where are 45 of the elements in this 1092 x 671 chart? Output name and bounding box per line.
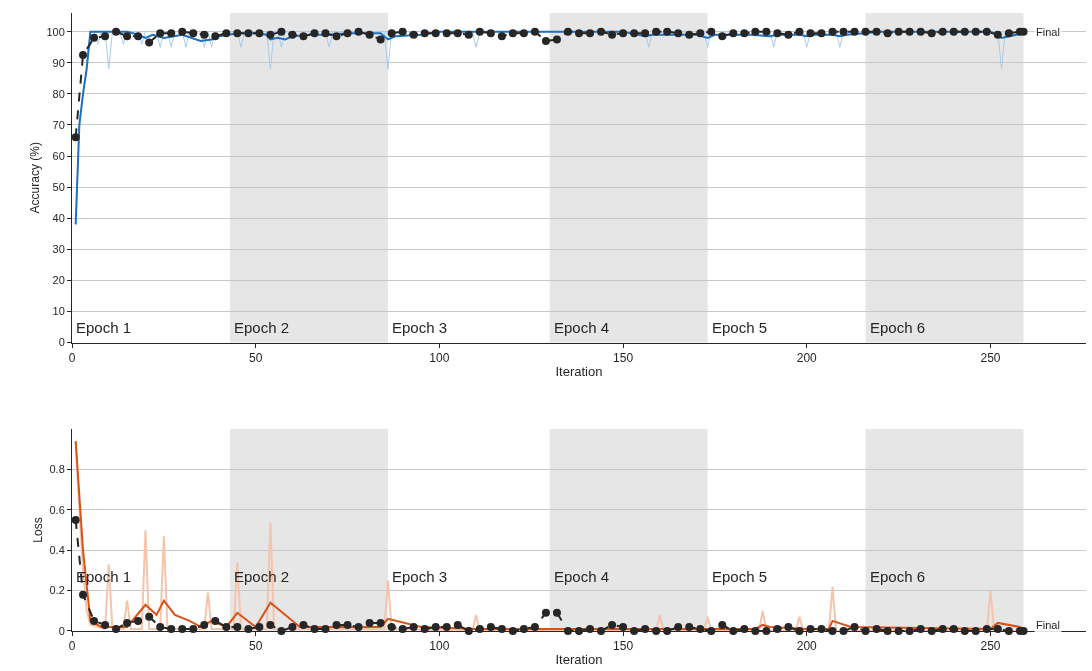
x-tick-label: 200 (796, 350, 818, 365)
y-tick-label: 0.8 (49, 463, 65, 476)
x-tick-label: 50 (249, 639, 263, 654)
y-tick-label: 0.2 (49, 584, 65, 597)
x-tick-label: 200 (796, 639, 818, 654)
annotation: Epoch 4 (554, 319, 610, 336)
annotation: Epoch 6 (870, 568, 926, 585)
y-axis-title: Accuracy (%) (27, 142, 42, 214)
x-tick-label: 100 (429, 350, 450, 365)
annotation: Epoch 5 (712, 319, 768, 336)
x-tick-label: 0 (68, 350, 76, 365)
y-tick-label: 90 (52, 56, 65, 69)
annotation: Epoch 3 (392, 319, 448, 336)
annotation: Epoch 3 (392, 568, 448, 585)
x-tick-label: 0 (68, 639, 76, 654)
y-tick-label: 0.6 (49, 503, 65, 516)
y-axis-title: Loss (30, 517, 45, 543)
y-tick-label: 0.4 (49, 544, 65, 557)
x-tick-label: 250 (980, 639, 1001, 654)
y-tick-label: 70 (52, 118, 65, 131)
x-tick-label: 50 (249, 350, 263, 365)
x-tick-label: 150 (613, 350, 634, 365)
annotation: Epoch 4 (554, 568, 610, 585)
annotation: Epoch 6 (870, 319, 926, 336)
annotation: Epoch 2 (234, 568, 290, 585)
x-tick-label: 150 (613, 639, 634, 654)
annotation: Final (1036, 26, 1060, 38)
y-tick-label: 0 (58, 336, 65, 349)
x-axis-title: Iteration (555, 652, 603, 667)
annotation: Final (1036, 619, 1060, 631)
y-tick-label: 80 (52, 87, 65, 100)
y-tick-label: 40 (52, 212, 65, 225)
y-tick-label: 60 (52, 149, 65, 162)
x-tick-label: 250 (980, 350, 1001, 365)
annotation: Epoch 5 (712, 568, 768, 585)
x-tick-label: 100 (429, 639, 450, 654)
y-tick-label: 10 (52, 305, 65, 318)
y-tick-label: 50 (52, 180, 65, 193)
annotation: Epoch 1 (76, 319, 132, 336)
y-tick-label: 30 (52, 243, 65, 256)
y-tick-label: 0 (58, 624, 65, 637)
annotation: Epoch 2 (234, 319, 290, 336)
y-tick-label: 100 (46, 25, 65, 38)
x-axis-title: Iteration (555, 363, 603, 379)
y-tick-label: 20 (52, 274, 65, 287)
